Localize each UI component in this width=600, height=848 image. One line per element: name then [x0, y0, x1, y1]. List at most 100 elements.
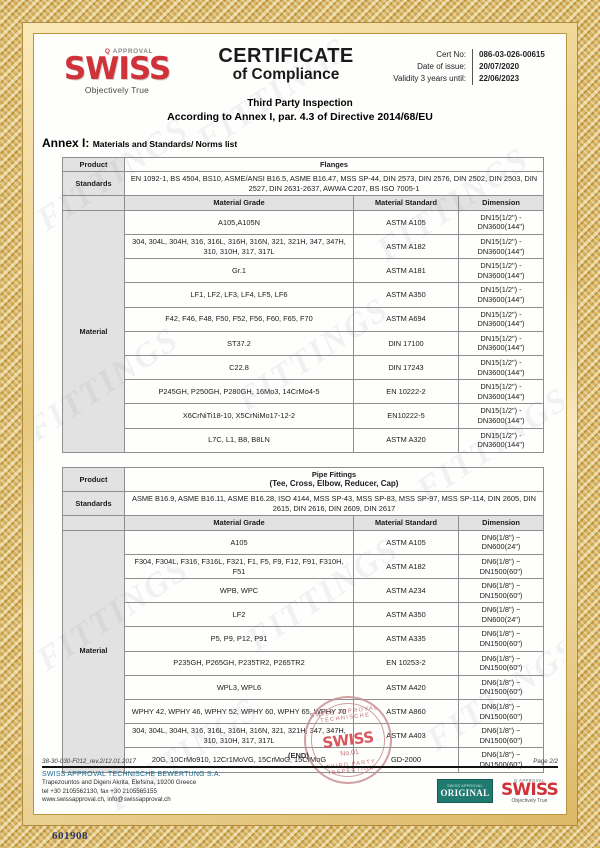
material-standard: ASTM A105 — [353, 529, 459, 555]
table-row: F304, F304L, F316, F316L, F321, F1, F5, … — [63, 553, 545, 580]
material-standard: ASTM A182 — [353, 553, 459, 580]
material-dimension: DN15(1/2") - DN3600(144") — [457, 282, 545, 308]
logo-tagline: Objectively True — [84, 84, 150, 95]
annex-description: Materials and Standards/ Norms list — [92, 138, 238, 149]
company-address: Trapezountos and Digeni Akrita, Elefsina… — [42, 779, 197, 787]
column-header-grade: Material Grade — [124, 515, 354, 531]
footer-approval-label: Q APPROVAL — [513, 777, 546, 783]
annex-heading: Annex I: Materials and Standards/ Norms … — [42, 136, 564, 150]
table-header-row: Material Grade Material Standard Dimensi… — [62, 515, 545, 531]
material-dimension: DN6(1/8") ~ DN1500(60") — [457, 747, 545, 773]
material-grade: A105,A105N — [124, 209, 354, 236]
original-seal-badge: SWISS APPROVAL ORIGINAL — [436, 778, 493, 803]
validity-label: Validity 3 years until: — [393, 74, 466, 83]
table-row: Standards ASME B16.9, ASME B16.11, ASME … — [62, 490, 545, 517]
material-standard: DIN 17243 — [353, 355, 459, 381]
footer-brand-text: SWISS — [500, 779, 559, 800]
cert-no-value: 086-03-026-00615 — [472, 49, 558, 61]
table-row: WPL3, WPL6 ASTM A420 DN6(1/8") ~ DN1500(… — [63, 674, 545, 701]
material-grade: C22.8 — [124, 355, 354, 381]
footer-divider — [42, 766, 558, 769]
logo-brand-text: SWISS — [63, 51, 171, 87]
footer-body: SWISS APPROVAL TECHNISCHE BEWERTUNG S.A.… — [42, 771, 559, 804]
material-grade: Gr.1 — [124, 258, 354, 284]
material-dimension: DN15(1/2") - DN3600(144") — [457, 234, 545, 260]
certificate-footer: 38-30-030-F012_rev.2/12.01.2017 Page 2/2… — [42, 758, 559, 804]
material-grade: A105 — [124, 529, 354, 555]
material-dimension: DN15(1/2") - DN3600(144") — [457, 427, 545, 453]
page-number: Page 2/2 — [533, 758, 558, 766]
material-standard: ASTM A105 — [353, 209, 459, 236]
product-value-cell: Pipe Fittings (Tee, Cross, Elbow, Reduce… — [123, 466, 545, 492]
column-header-dimension: Dimension — [457, 515, 545, 531]
cert-no-label: Cert No: — [436, 50, 466, 59]
meta-row: Date of issue: 20/07/2020 — [380, 61, 558, 73]
material-standard: EN10222-5 — [353, 403, 459, 429]
material-grade: F42, F46, F48, F50, F52, F56, F60, F65, … — [124, 306, 354, 332]
material-grade: WPL3, WPL6 — [124, 674, 354, 701]
material-standard: DIN 17100 — [353, 330, 459, 357]
table-row: C22.8 DIN 17243 DN15(1/2") - DN3600(144"… — [63, 355, 545, 381]
material-grade: X6CrNiTi18-10, X5CrNiMo17-12-2 — [124, 403, 354, 429]
column-header-standard: Material Standard — [353, 515, 459, 531]
table-row: X6CrNiTi18-10, X5CrNiMo17-12-2 EN10222-5… — [63, 403, 545, 429]
flanges-table: Product Flanges Standards EN 1092-1, BS … — [62, 156, 545, 453]
material-dimension: DN6(1/8") ~ DN600(24") — [457, 602, 545, 628]
material-grade: LF1, LF2, LF3, LF4, LF5, LF6 — [124, 282, 354, 308]
column-header-dimension: Dimension — [457, 195, 545, 211]
table-row: F42, F46, F48, F50, F52, F56, F60, F65, … — [63, 306, 545, 332]
issue-date-value: 20/07/2020 — [472, 61, 558, 73]
material-dimension: DN6(1/8") ~ DN1500(60") — [457, 650, 545, 676]
material-dimension: DN6(1/8") ~ DN1500(60") — [457, 674, 545, 701]
material-standard: ASTM A350 — [353, 282, 459, 308]
page-subtitle: of Compliance — [232, 66, 340, 84]
material-dimension: DN15(1/2") - DN3600(144") — [457, 209, 545, 236]
standards-value: ASME B16.9, ASME B16.11, ASME B16.28, IS… — [123, 490, 545, 517]
certificate-title-block: CERTIFICATE of Compliance — [192, 44, 380, 84]
standards-value: EN 1092-1, BS 4504, BS10, ASME/ANSI B16.… — [123, 171, 545, 197]
company-web: www.swissapproval.ch, info@swissapproval… — [42, 795, 171, 803]
material-dimension: DN15(1/2") - DN3600(144") — [457, 306, 545, 332]
table-gap — [36, 453, 564, 467]
certificate-meta: Cert No: 086-03-026-00615 Date of issue:… — [380, 44, 558, 85]
material-dimension: DN6(1/8") ~ DN1500(60") — [457, 699, 545, 725]
material-dimension: DN15(1/2") - DN3600(144") — [457, 379, 545, 405]
certificate-header: Q APPROVAL SWISS Objectively True CERTIF… — [36, 36, 564, 95]
table-row: Gr.1 ASTM A181 DN15(1/2") - DN3600(144") — [63, 258, 545, 284]
inspection-type: Third Party Inspection — [247, 97, 353, 109]
material-standard: EN 10253-2 — [353, 650, 459, 676]
original-seal-label: ORIGINAL — [440, 787, 490, 798]
company-phone: tel +30 2105562130, fax +30 2105565155 — [42, 787, 157, 795]
material-grade: LF2 — [124, 602, 354, 628]
material-grade: P245GH, P250GH, P280GH, 16Mo3, 14CrMo4-5 — [124, 379, 354, 405]
validity-value: 22/06/2023 — [472, 73, 558, 85]
company-address-block: SWISS APPROVAL TECHNISCHE BEWERTUNG S.A.… — [42, 771, 221, 804]
material-grade: 304, 304L, 304H, 316, 316L, 316H, 316N, … — [124, 234, 354, 260]
table-row: ST37.2 DIN 17100 DN15(1/2") - DN3600(144… — [63, 330, 545, 357]
table-row: P5, P9, P12, P91 ASTM A335 DN6(1/8") ~ D… — [63, 626, 545, 652]
certificate-page: FITTINGS FITTINGS FITTINGS FITTINGS FITT… — [36, 36, 564, 812]
end-marker: (END) — [288, 751, 309, 760]
material-dimension: DN15(1/2") - DN3600(144") — [457, 403, 545, 429]
material-standard: ASTM A694 — [353, 306, 459, 332]
material-standard: ASTM A320 — [353, 427, 459, 453]
standards-label: Standards — [62, 171, 125, 197]
standards-label: Standards — [62, 490, 125, 517]
product-value-sub: (Tee, Cross, Elbow, Reducer, Cap) — [269, 479, 399, 489]
table-row: WPB, WPC ASTM A234 DN6(1/8") ~ DN1500(60… — [63, 578, 545, 604]
table-row: Product Flanges — [62, 156, 545, 173]
material-label: Material — [62, 209, 125, 453]
meta-row: Validity 3 years until: 22/06/2023 — [380, 73, 558, 85]
material-dimension: DN6(1/8") ~ DN1500(60") — [457, 553, 545, 580]
footer-top-row: 38-30-030-F012_rev.2/12.01.2017 Page 2/2 — [42, 758, 558, 765]
table-row: LF2 ASTM A350 DN6(1/8") ~ DN600(24") — [63, 602, 545, 628]
issue-date-label: Date of issue: — [417, 62, 466, 71]
empty-corner — [62, 195, 125, 211]
annex-label: Annex I: — [42, 135, 90, 150]
meta-row: Cert No: 086-03-026-00615 — [380, 49, 558, 61]
material-grade: P5, P9, P12, P91 — [124, 626, 354, 652]
material-grade: F304, F304L, F316, F316L, F321, F1, F5, … — [124, 553, 354, 580]
material-standard: EN 10222-2 — [353, 379, 459, 405]
material-grade: L7C, L1, B8, B8LN — [124, 427, 354, 453]
pipe-fittings-table: Product Pipe Fittings (Tee, Cross, Elbow… — [62, 466, 545, 773]
